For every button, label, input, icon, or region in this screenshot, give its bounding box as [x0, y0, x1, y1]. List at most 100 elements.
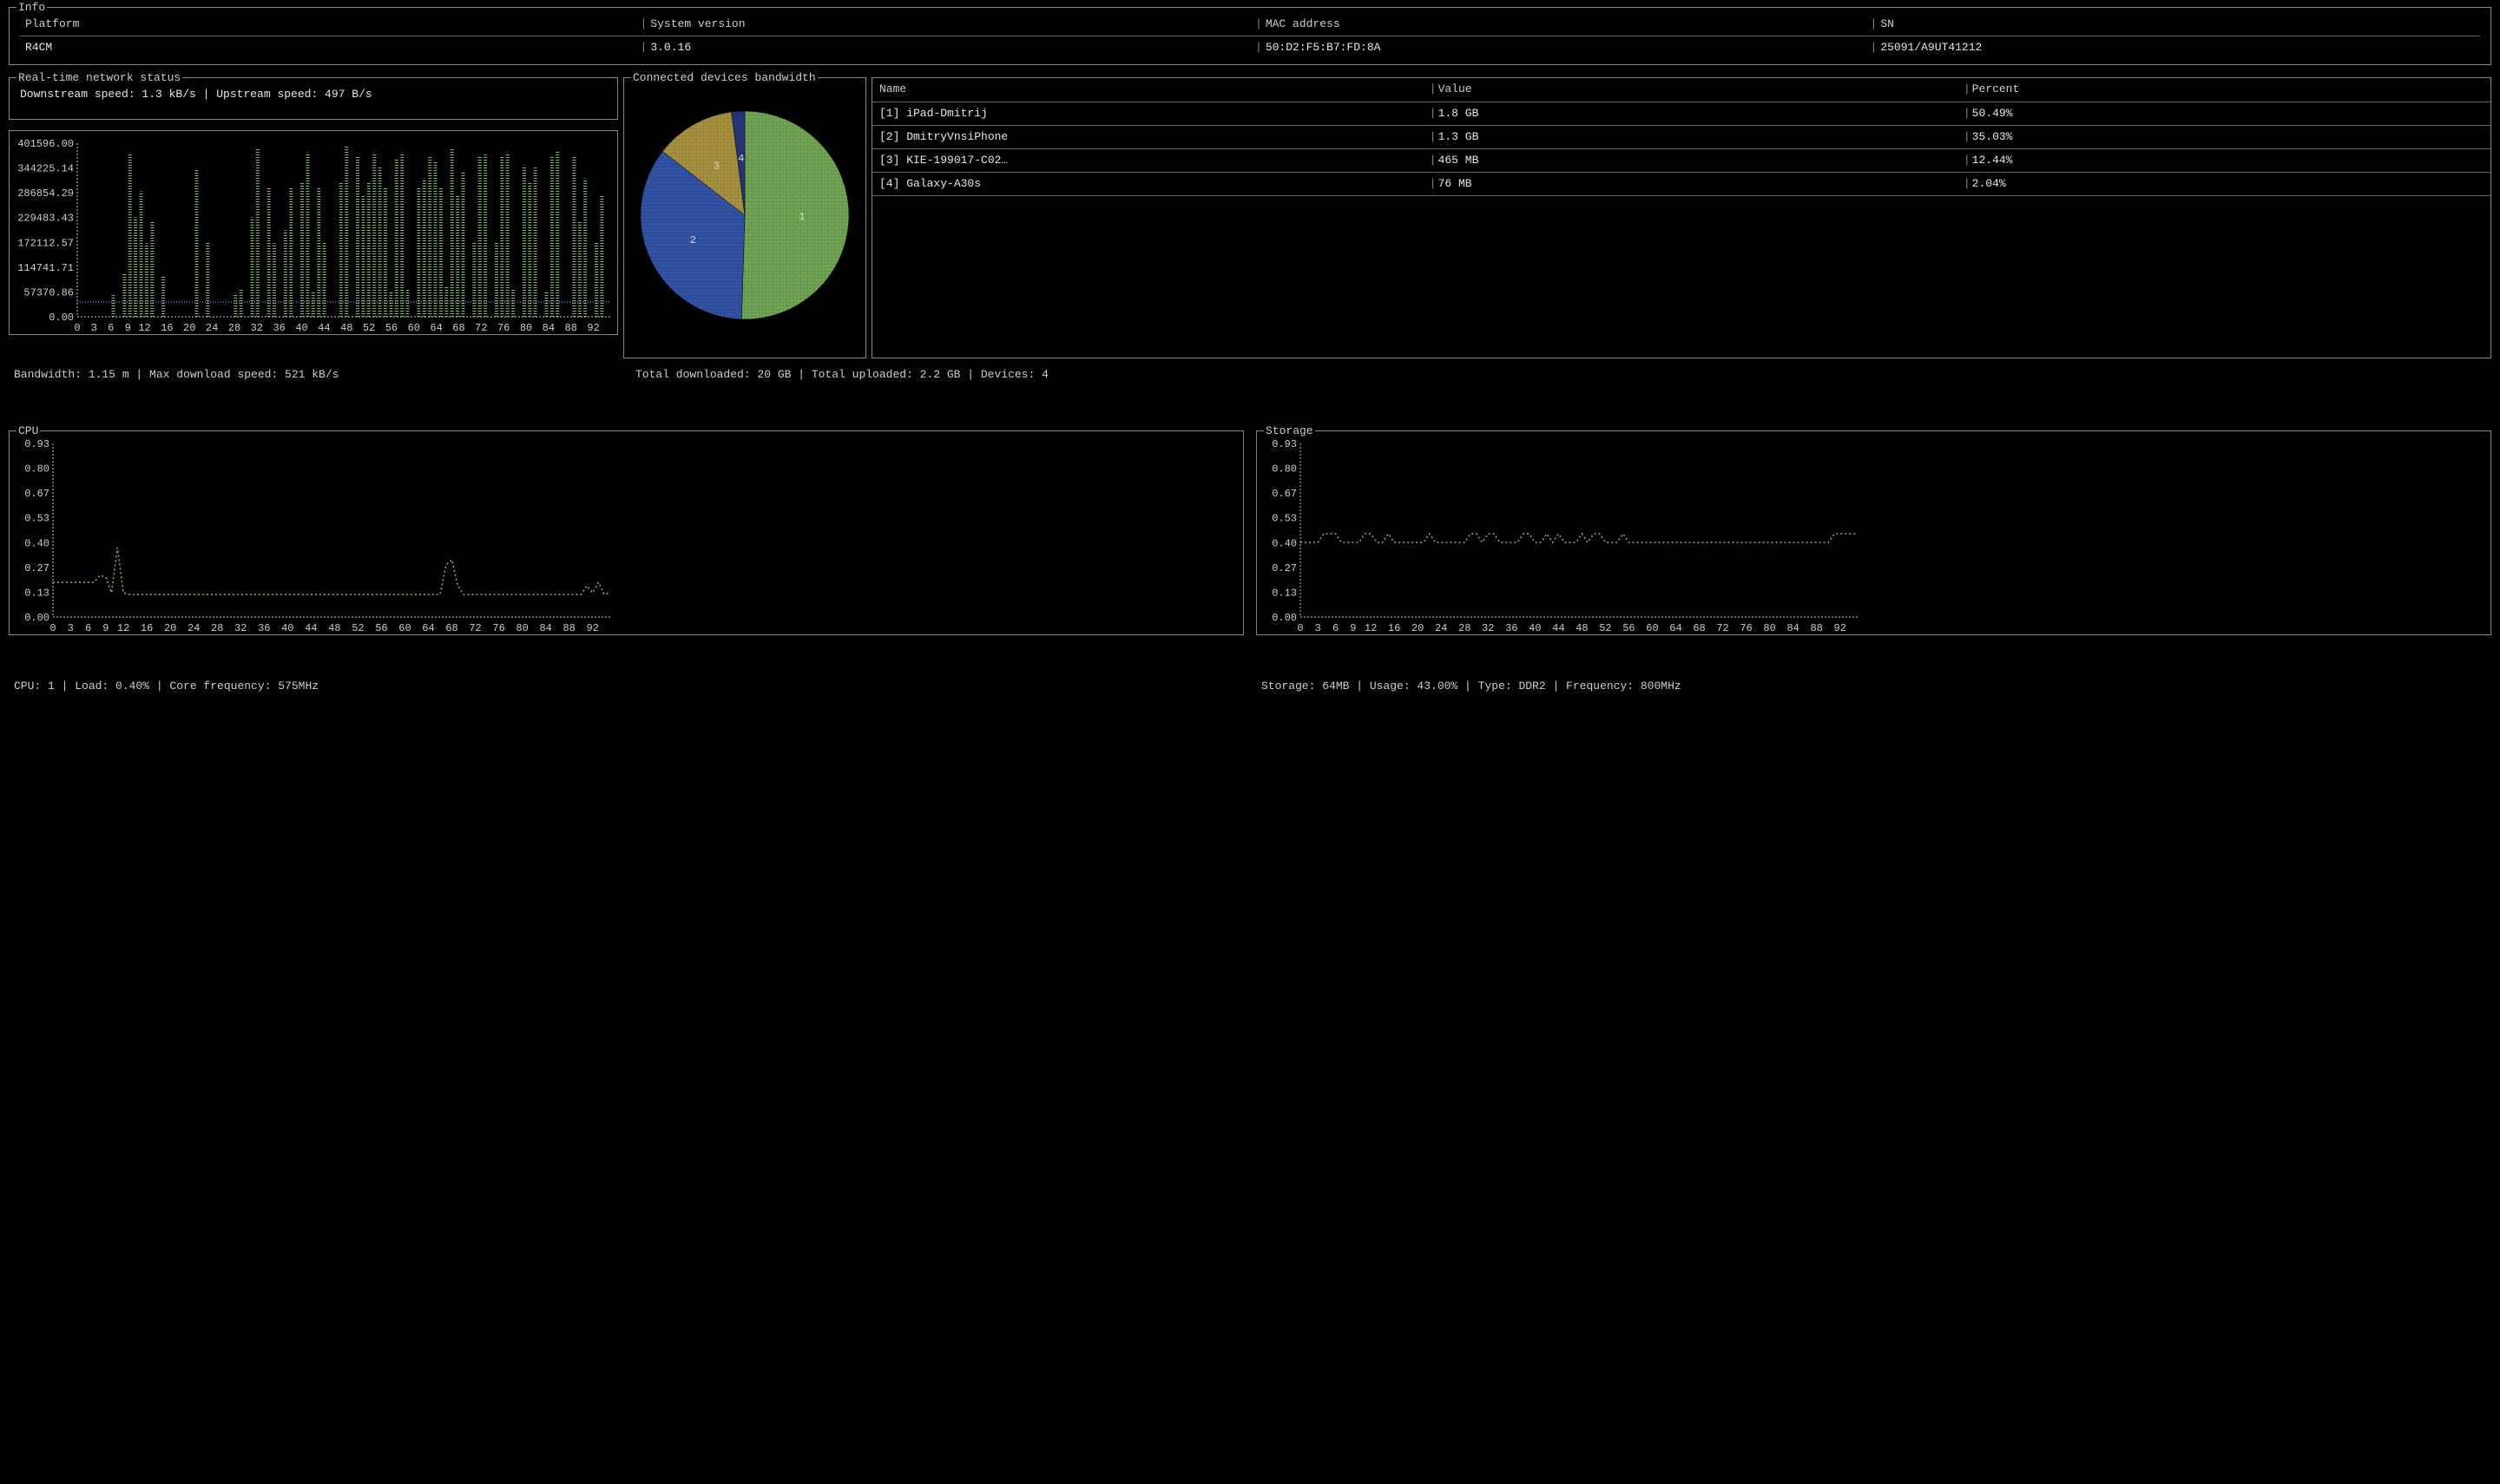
device-name: [2] DmitryVnsiPhone: [872, 125, 1423, 148]
svg-text:286854.29: 286854.29: [17, 187, 74, 200]
svg-text:84: 84: [543, 322, 555, 332]
svg-text:16: 16: [161, 322, 173, 332]
devices-pie-title: Connected devices bandwidth: [631, 70, 818, 86]
info-header-sn: |SN: [1865, 15, 2481, 34]
svg-text:9: 9: [102, 622, 109, 633]
svg-text:3: 3: [1315, 622, 1321, 633]
svg-text:52: 52: [363, 322, 375, 332]
device-value: |1.3 GB: [1423, 125, 1957, 148]
svg-text:52: 52: [1599, 622, 1611, 633]
svg-text:0.80: 0.80: [1272, 463, 1297, 475]
device-value: |465 MB: [1423, 148, 1957, 172]
info-value-mac: |50:D2:F5:B7:FD:8A: [1250, 38, 1865, 57]
svg-text:0.80: 0.80: [24, 463, 49, 475]
info-header-row: Platform |System version |MAC address |S…: [20, 15, 2480, 34]
svg-text:229483.43: 229483.43: [17, 212, 74, 224]
devices-table: Name |Value |Percent [1] iPad-Dmitrij|1.…: [872, 78, 2490, 196]
info-header-mac: |MAC address: [1250, 15, 1865, 34]
svg-text:6: 6: [1332, 622, 1339, 633]
svg-text:92: 92: [1834, 622, 1846, 633]
svg-text:0.40: 0.40: [24, 537, 49, 549]
storage-chart: 0.930.800.670.530.400.270.130.0003691216…: [1260, 438, 1863, 633]
info-value-platform: R4CM: [20, 38, 635, 57]
svg-text:0.00: 0.00: [49, 312, 74, 324]
svg-text:172112.57: 172112.57: [17, 237, 74, 249]
svg-text:24: 24: [206, 322, 218, 332]
svg-text:6: 6: [85, 622, 91, 633]
svg-text:20: 20: [1411, 622, 1424, 633]
svg-text:64: 64: [1669, 622, 1681, 633]
info-header-version: |System version: [635, 15, 1251, 34]
devices-footer: Total downloaded: 20 GB | Total uploaded…: [623, 358, 2491, 391]
cpu-chart-panel: CPU 0.930.800.670.530.400.270.130.000369…: [9, 430, 1244, 635]
svg-text:76: 76: [492, 622, 504, 633]
svg-text:56: 56: [1622, 622, 1635, 633]
cpu-chart: 0.930.800.670.530.400.270.130.0003691216…: [13, 438, 615, 633]
svg-text:0.40: 0.40: [1272, 537, 1297, 549]
network-status-title: Real-time network status: [16, 70, 182, 86]
svg-text:56: 56: [385, 322, 398, 332]
svg-text:28: 28: [211, 622, 223, 633]
svg-text:24: 24: [188, 622, 200, 633]
device-value: |1.8 GB: [1423, 102, 1957, 125]
svg-text:40: 40: [295, 322, 307, 332]
svg-text:64: 64: [422, 622, 434, 633]
svg-text:84: 84: [1786, 622, 1799, 633]
cpu-title: CPU: [16, 424, 40, 439]
svg-text:60: 60: [408, 322, 420, 332]
svg-text:24: 24: [1435, 622, 1447, 633]
svg-text:48: 48: [328, 622, 340, 633]
info-value-row: R4CM |3.0.16 |50:D2:F5:B7:FD:8A |25091/A…: [20, 38, 2480, 57]
svg-text:32: 32: [1482, 622, 1494, 633]
network-chart-panel: 401596.00344225.14286854.29229483.431721…: [9, 130, 618, 335]
svg-text:0.27: 0.27: [1272, 561, 1297, 574]
svg-text:16: 16: [141, 622, 153, 633]
svg-text:344225.14: 344225.14: [17, 162, 74, 174]
cpu-footer: CPU: 1 | Load: 0.40% | Core frequency: 5…: [9, 670, 1244, 703]
info-panel: Info Platform |System version |MAC addre…: [9, 7, 2491, 65]
svg-text:40: 40: [281, 622, 293, 633]
svg-text:40: 40: [1529, 622, 1541, 633]
svg-text:0: 0: [74, 322, 80, 332]
storage-chart-panel: Storage 0.930.800.670.530.400.270.130.00…: [1256, 430, 2491, 635]
svg-text:68: 68: [1693, 622, 1705, 633]
svg-text:0: 0: [49, 622, 56, 633]
svg-text:9: 9: [125, 322, 131, 332]
network-chart: 401596.00344225.14286854.29229483.431721…: [13, 138, 615, 332]
svg-text:0.53: 0.53: [1272, 512, 1297, 524]
svg-text:52: 52: [352, 622, 364, 633]
svg-text:88: 88: [562, 622, 575, 633]
device-name: [4] Galaxy-A30s: [872, 173, 1423, 196]
svg-text:12: 12: [117, 622, 129, 633]
svg-text:68: 68: [445, 622, 457, 633]
svg-text:72: 72: [469, 622, 481, 633]
svg-text:80: 80: [1763, 622, 1775, 633]
svg-text:1: 1: [799, 211, 805, 223]
devices-th-percent: |Percent: [1957, 78, 2490, 102]
svg-text:0.93: 0.93: [24, 438, 49, 450]
device-percent: |12.44%: [1957, 148, 2490, 172]
svg-text:0.53: 0.53: [24, 512, 49, 524]
svg-text:36: 36: [273, 322, 285, 332]
svg-text:44: 44: [318, 322, 330, 332]
svg-text:80: 80: [516, 622, 528, 633]
svg-text:48: 48: [1576, 622, 1588, 633]
info-title: Info: [16, 0, 47, 16]
network-footer: Bandwidth: 1.15 m | Max download speed: …: [9, 358, 618, 391]
svg-text:16: 16: [1388, 622, 1400, 633]
svg-text:88: 88: [1810, 622, 1822, 633]
svg-text:32: 32: [251, 322, 263, 332]
svg-text:64: 64: [430, 322, 442, 332]
devices-pie-chart: 1234: [631, 85, 859, 351]
svg-text:44: 44: [1552, 622, 1564, 633]
network-status-text: Downstream speed: 1.3 kB/s | Upstream sp…: [20, 87, 607, 102]
svg-text:92: 92: [587, 322, 599, 332]
svg-text:0.67: 0.67: [24, 488, 49, 500]
svg-text:92: 92: [587, 622, 599, 633]
svg-text:72: 72: [1716, 622, 1728, 633]
svg-text:0: 0: [1297, 622, 1303, 633]
svg-text:28: 28: [1458, 622, 1470, 633]
devices-table-panel: Name |Value |Percent [1] iPad-Dmitrij|1.…: [872, 77, 2491, 358]
svg-text:0.93: 0.93: [1272, 438, 1297, 450]
devices-th-value: |Value: [1423, 78, 1957, 102]
